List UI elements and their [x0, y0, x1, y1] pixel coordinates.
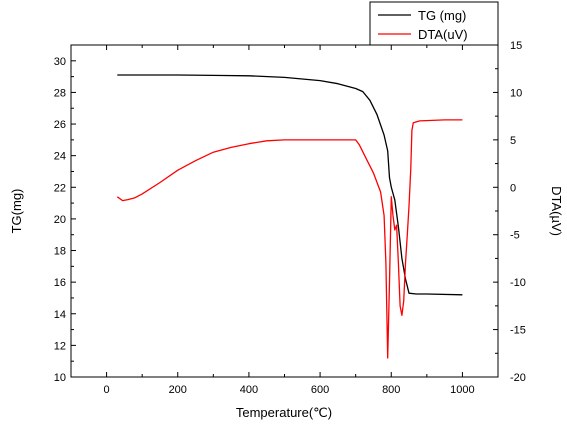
- legend: TG (mg) DTA(uV): [369, 1, 499, 46]
- y-right-tick-label: -5: [510, 230, 520, 242]
- x-axis-title: Temperature(℃): [236, 405, 332, 420]
- y-left-tick-label: 12: [54, 340, 66, 352]
- y-left-tick-label: 10: [54, 372, 66, 384]
- x-tick-label: 800: [382, 384, 400, 396]
- legend-label: TG (mg): [418, 8, 466, 23]
- y-axis-right-title: DTA(µV): [549, 186, 564, 236]
- x-tick-label: 1000: [450, 384, 474, 396]
- y-right-tick-label: 10: [510, 87, 522, 99]
- y-left-tick-label: 20: [54, 214, 66, 226]
- x-tick-label: 400: [240, 384, 258, 396]
- y-left-tick-label: 30: [54, 56, 66, 68]
- x-tick-label: 600: [311, 384, 329, 396]
- y-left-tick-label: 26: [54, 119, 66, 131]
- x-tick-label: 200: [169, 384, 187, 396]
- series-layer: [116, 74, 463, 359]
- y-axis-left-title: TG(mg): [9, 189, 24, 234]
- y-right-tick-label: -10: [510, 277, 526, 289]
- y-right-tick-label: 5: [510, 135, 516, 147]
- y-left-tick-label: 16: [54, 277, 66, 289]
- y-right-tick-label: 0: [510, 182, 516, 194]
- x-tick-label: 0: [104, 384, 110, 396]
- y-right-tick-label: 15: [510, 40, 522, 52]
- y-right-tick-label: -20: [510, 372, 526, 384]
- y-left-tick-label: 24: [54, 151, 66, 163]
- y-left-tick-label: 18: [54, 246, 66, 258]
- y-left-tick-label: 14: [54, 309, 66, 321]
- dta-series-line: [116, 119, 463, 359]
- legend-label: DTA(uV): [418, 27, 468, 42]
- legend-box: [369, 1, 499, 46]
- tg-series-line: [117, 74, 463, 296]
- y-left-tick-label: 22: [54, 182, 66, 194]
- y-left-tick-label: 28: [54, 87, 66, 99]
- tick-layer: 0 200 400 600 800 1000 10 12 14 16 18 20 22 24 26 28 30 -…: [54, 40, 526, 396]
- y-right-tick-label: -15: [510, 325, 526, 337]
- plot-frame: [70, 44, 499, 378]
